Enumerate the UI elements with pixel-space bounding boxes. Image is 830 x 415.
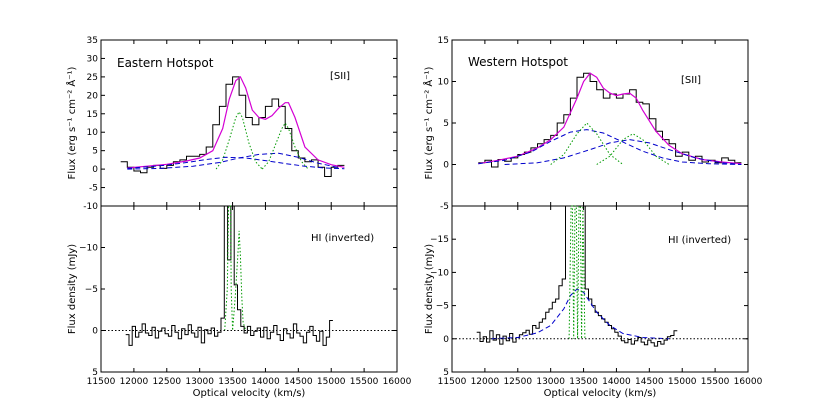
rt-ytick-label: 5	[443, 119, 449, 129]
left-top-series	[120, 75, 345, 177]
left-bottom-y-ticks: −10 −5 0 5	[79, 244, 397, 378]
rb-xtick-label: 12000	[471, 377, 500, 387]
lb-xtick-label: 14000	[251, 377, 280, 387]
lb-series-fit-components	[224, 205, 247, 331]
left-bottom-frame	[100, 205, 398, 373]
left-top-ylabel: Flux (erg s⁻¹ cm⁻² Å⁻¹)	[65, 66, 78, 179]
lb-ytick-label: 0	[92, 327, 98, 337]
rb-ytick-label: −10	[430, 268, 449, 278]
lt-ytick-label: 20	[87, 91, 99, 101]
right-top-x-ticks	[451, 40, 749, 206]
left-panel-title: Eastern Hotspot	[117, 56, 214, 70]
rb-xtick-label: 13000	[536, 377, 565, 387]
lt-ytick-label: 0	[92, 165, 98, 175]
lt-series-total-fit	[127, 75, 345, 169]
rt-ytick-label: 0	[443, 161, 449, 171]
lt-ytick-label: -10	[83, 202, 98, 212]
rb-xtick-label: 12500	[503, 377, 532, 387]
lb-xtick-label: 13500	[218, 377, 247, 387]
rb-xtick-label: 15000	[668, 377, 697, 387]
lt-ytick-label: 25	[87, 73, 98, 83]
rt-series-broad-component-1	[478, 129, 742, 165]
rt-ytick-label: -5	[440, 202, 449, 212]
rb-series-observed	[476, 205, 678, 347]
rt-series-total-fit	[478, 72, 742, 165]
lt-series-narrow-component-2	[261, 122, 309, 170]
lt-series-observed	[120, 76, 345, 177]
rb-ytick-label: −5	[436, 302, 449, 312]
right-bottom-x-ticks: 11500 12000 12500 13000 13500 14000 14500 15000…	[438, 206, 763, 387]
left-bottom-series	[101, 205, 397, 346]
lb-ytick-label: 5	[92, 368, 98, 378]
rt-ytick-label: 10	[438, 78, 450, 88]
left-hi-label: HI (inverted)	[311, 233, 374, 244]
rt-ytick-label: 15	[438, 36, 449, 46]
lb-xtick-label: 12000	[120, 377, 149, 387]
right-top-panel: 15 10 5 0 -5 Western Hotspot [SII] Flux (erg…	[422, 36, 749, 212]
rt-series-observed	[478, 72, 742, 168]
right-bottom-y-ticks: −15 −10 −5 0 5	[430, 235, 748, 378]
right-bottom-series	[452, 205, 748, 347]
rb-xtick-label: 15500	[701, 377, 730, 387]
left-xlabel: Optical velocity (km/s)	[193, 388, 306, 399]
right-panel-title: Western Hotspot	[468, 55, 568, 69]
lb-ytick-label: −10	[79, 244, 98, 254]
lb-ytick-label: −5	[85, 285, 98, 295]
lt-ytick-label: 15	[87, 110, 98, 120]
rb-xtick-label: 14500	[635, 377, 664, 387]
lb-xtick-label: 11500	[87, 377, 116, 387]
right-hi-label: HI (inverted)	[668, 235, 731, 246]
lb-xtick-label: 16000	[383, 377, 412, 387]
lb-xtick-label: 15500	[350, 377, 379, 387]
left-bottom-panel: −10 −5 0 5 11500 12000 12500 13000 13500 14000 14…	[67, 205, 412, 399]
lt-ytick-label: 30	[87, 54, 99, 64]
right-bottom-ylabel: Flux density (mJy)	[424, 244, 435, 334]
lt-ytick-label: 5	[92, 147, 98, 157]
lt-ytick-label: 35	[87, 36, 98, 46]
right-bottom-panel: −15 −10 −5 0 5 11500 12000 12500 13000 13500 1400…	[424, 205, 763, 399]
rb-ytick-label: −15	[430, 235, 449, 245]
rb-xtick-label: 11500	[438, 377, 467, 387]
rb-xtick-label: 16000	[734, 377, 763, 387]
lb-xtick-label: 13000	[185, 377, 214, 387]
rt-series-narrow-component-1	[550, 122, 624, 165]
left-sii-label: [SII]	[330, 71, 350, 82]
rb-ytick-label: 0	[443, 335, 449, 345]
rt-series-broad-component-2	[504, 139, 742, 165]
lb-series-observed	[125, 205, 333, 346]
lt-ytick-label: 10	[87, 128, 99, 138]
lt-series-narrow-component-1	[215, 110, 263, 170]
rb-xtick-label: 13500	[569, 377, 598, 387]
rt-series-narrow-component-2	[596, 133, 670, 165]
right-top-series	[478, 72, 742, 168]
right-top-ylabel: Flux (erg s⁻¹ cm⁻² Å⁻¹)	[422, 66, 435, 179]
rb-series-broad-fit	[491, 288, 670, 340]
lt-ytick-label: -5	[89, 184, 98, 194]
right-sii-label: [SII]	[681, 75, 701, 86]
rb-series-narrow-components	[568, 205, 586, 339]
left-bottom-x-ticks: 11500 12000 12500 13000 13500 14000 14500 15000…	[87, 206, 412, 387]
rb-xtick-label: 14000	[602, 377, 631, 387]
lt-series-broad-component-1	[127, 156, 345, 170]
lb-xtick-label: 14500	[284, 377, 313, 387]
left-top-x-ticks	[100, 40, 398, 206]
lt-series-broad-component-2	[127, 152, 338, 170]
right-xlabel: Optical velocity (km/s)	[544, 388, 657, 399]
lb-xtick-label: 15000	[317, 377, 346, 387]
right-bottom-frame	[451, 205, 749, 373]
left-top-y-ticks: 35 30 25 20 15 10 5 0 -5 -10	[83, 36, 397, 212]
lb-xtick-label: 12500	[152, 377, 181, 387]
left-top-panel: 35 30 25 20 15 10 5 0 -5 -10 Eastern Hotspot [SII…	[65, 36, 398, 212]
rb-ytick-label: 5	[443, 368, 449, 378]
left-bottom-ylabel: Flux density (mJy)	[67, 244, 78, 334]
